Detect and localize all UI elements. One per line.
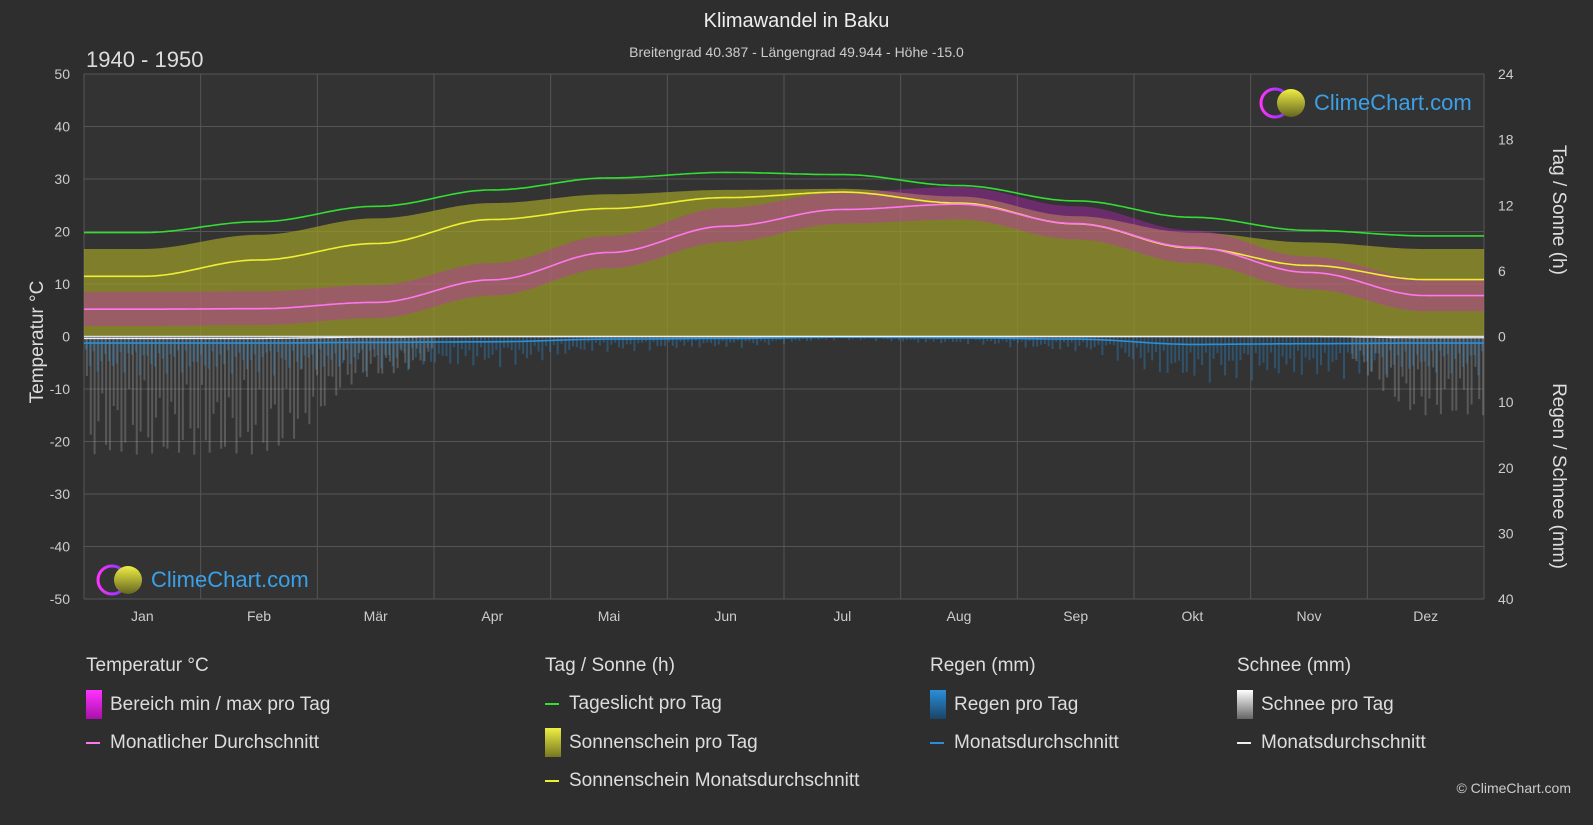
y-right-hours-tick-label: 18 (1498, 132, 1514, 148)
y-right-hours-tick-label: 0 (1498, 329, 1506, 345)
legend-label: Tageslicht pro Tag (569, 693, 722, 714)
y-left-tick-label: -30 (50, 486, 70, 502)
legend-label: Monatsdurchschnitt (954, 732, 1119, 753)
legend-label: Monatsdurchschnitt (1261, 732, 1426, 753)
legend-label: Sonnenschein Monatsdurchschnitt (569, 770, 860, 791)
legend-label: Sonnenschein pro Tag (569, 731, 758, 753)
legend-temp-heading: Temperatur °C (86, 655, 209, 676)
month-tick-label: Nov (1297, 608, 1322, 624)
copyright: © ClimeChart.com (1456, 780, 1571, 796)
legend-rain-avg: Monatsdurchschnitt (930, 732, 1119, 754)
month-tick-label: Okt (1181, 608, 1203, 624)
logo-top[interactable]: ClimeChart.com (1258, 86, 1472, 120)
legend-daylight: Tageslicht pro Tag (545, 693, 722, 715)
sunshine-swatch-icon (545, 728, 561, 757)
legend-label: Regen pro Tag (954, 693, 1079, 715)
month-tick-label: Aug (947, 608, 972, 624)
legend-sunshine: Sonnenschein pro Tag (545, 728, 758, 757)
y-left-tick-label: 10 (54, 276, 70, 292)
ticks: 50 40 30 20 10 0 -10 -20 -30 -40 -50 24 18 12 6 0 10 20 30… (50, 66, 1514, 624)
y-right-mm-tick-label: 10 (1498, 394, 1514, 410)
logo-bottom[interactable]: ClimeChart.com (95, 563, 309, 597)
lines (84, 171, 1484, 346)
y-left-tick-label: 50 (54, 66, 70, 82)
temp-avg-line (84, 203, 1484, 310)
legend-sun-heading: Tag / Sonne (h) (545, 655, 675, 676)
y-right-hours-tick-label: 6 (1498, 263, 1506, 279)
y-left-tick-label: 30 (54, 171, 70, 187)
y-left-tick-label: -40 (50, 539, 70, 555)
line-swatch-icon (86, 742, 100, 744)
rain-swatch-icon (930, 690, 946, 719)
legend-label: Bereich min / max pro Tag (110, 693, 331, 715)
chart-title: Klimawandel in Baku (703, 10, 890, 32)
rain-avg-line (84, 336, 1484, 346)
range-swatch-icon (86, 690, 102, 719)
logo-icon (1259, 87, 1305, 119)
legend-snow-heading: Schnee (mm) (1237, 655, 1352, 676)
y-left-tick-label: 0 (62, 329, 70, 345)
month-tick-label: Feb (247, 608, 271, 624)
legend-label: Schnee pro Tag (1261, 693, 1394, 715)
month-tick-label: Apr (481, 608, 503, 624)
line-swatch-icon (930, 742, 944, 744)
y-right-mm-tick-label: 40 (1498, 591, 1514, 607)
snow-swatch-icon (1237, 690, 1253, 719)
legend-snow-day: Schnee pro Tag (1237, 690, 1394, 719)
month-tick-label: Mai (598, 608, 621, 624)
month-tick-label: Jun (714, 608, 737, 624)
logo-icon (96, 564, 142, 596)
logo-text: ClimeChart.com (1314, 90, 1472, 115)
y-left-tick-label: 20 (54, 224, 70, 240)
y-right-hours-tick-label: 12 (1498, 197, 1514, 213)
legend-temp-range: Bereich min / max pro Tag (86, 690, 330, 719)
line-swatch-icon (545, 780, 559, 782)
y-left-tick-label: -10 (50, 381, 70, 397)
logo-text: ClimeChart.com (151, 567, 309, 592)
sunshine-avg-line (84, 191, 1484, 281)
legend-temp-avg: Monatlicher Durchschnitt (86, 732, 319, 754)
sunshine-area (84, 188, 1484, 337)
y-left-tick-label: -20 (50, 434, 70, 450)
y-left-tick-label: 40 (54, 119, 70, 135)
snow-avg-line (84, 335, 1484, 340)
line-swatch-icon (1237, 742, 1251, 744)
climate-chart: 50 40 30 20 10 0 -10 -20 -30 -40 -50 24 18 12 6 0 10 20 30… (50, 66, 1514, 624)
legend-label: Monatlicher Durchschnitt (110, 732, 320, 753)
y-right-hours-tick-label: 24 (1498, 66, 1514, 82)
month-tick-label: Dez (1413, 608, 1438, 624)
month-tick-label: Jul (833, 608, 851, 624)
month-tick-label: Sep (1063, 608, 1088, 624)
chart-subtitle: Breitengrad 40.387 - Längengrad 49.944 -… (629, 44, 964, 60)
legend-rain-heading: Regen (mm) (930, 655, 1036, 676)
line-swatch-icon (545, 703, 559, 705)
month-tick-label: Jan (131, 608, 154, 624)
y-left-tick-label: -50 (50, 591, 70, 607)
period-label: 1940 - 1950 (86, 47, 204, 72)
month-tick-label: Mär (364, 608, 388, 624)
daylight-line (84, 171, 1484, 237)
legend-sunshine-avg: Sonnenschein Monatsdurchschnitt (545, 770, 859, 792)
y-right-mm-tick-label: 30 (1498, 525, 1514, 541)
legend-rain-day: Regen pro Tag (930, 690, 1078, 719)
y-right-mm-tick-label: 20 (1498, 460, 1514, 476)
legend-snow-avg: Monatsdurchschnitt (1237, 732, 1426, 754)
